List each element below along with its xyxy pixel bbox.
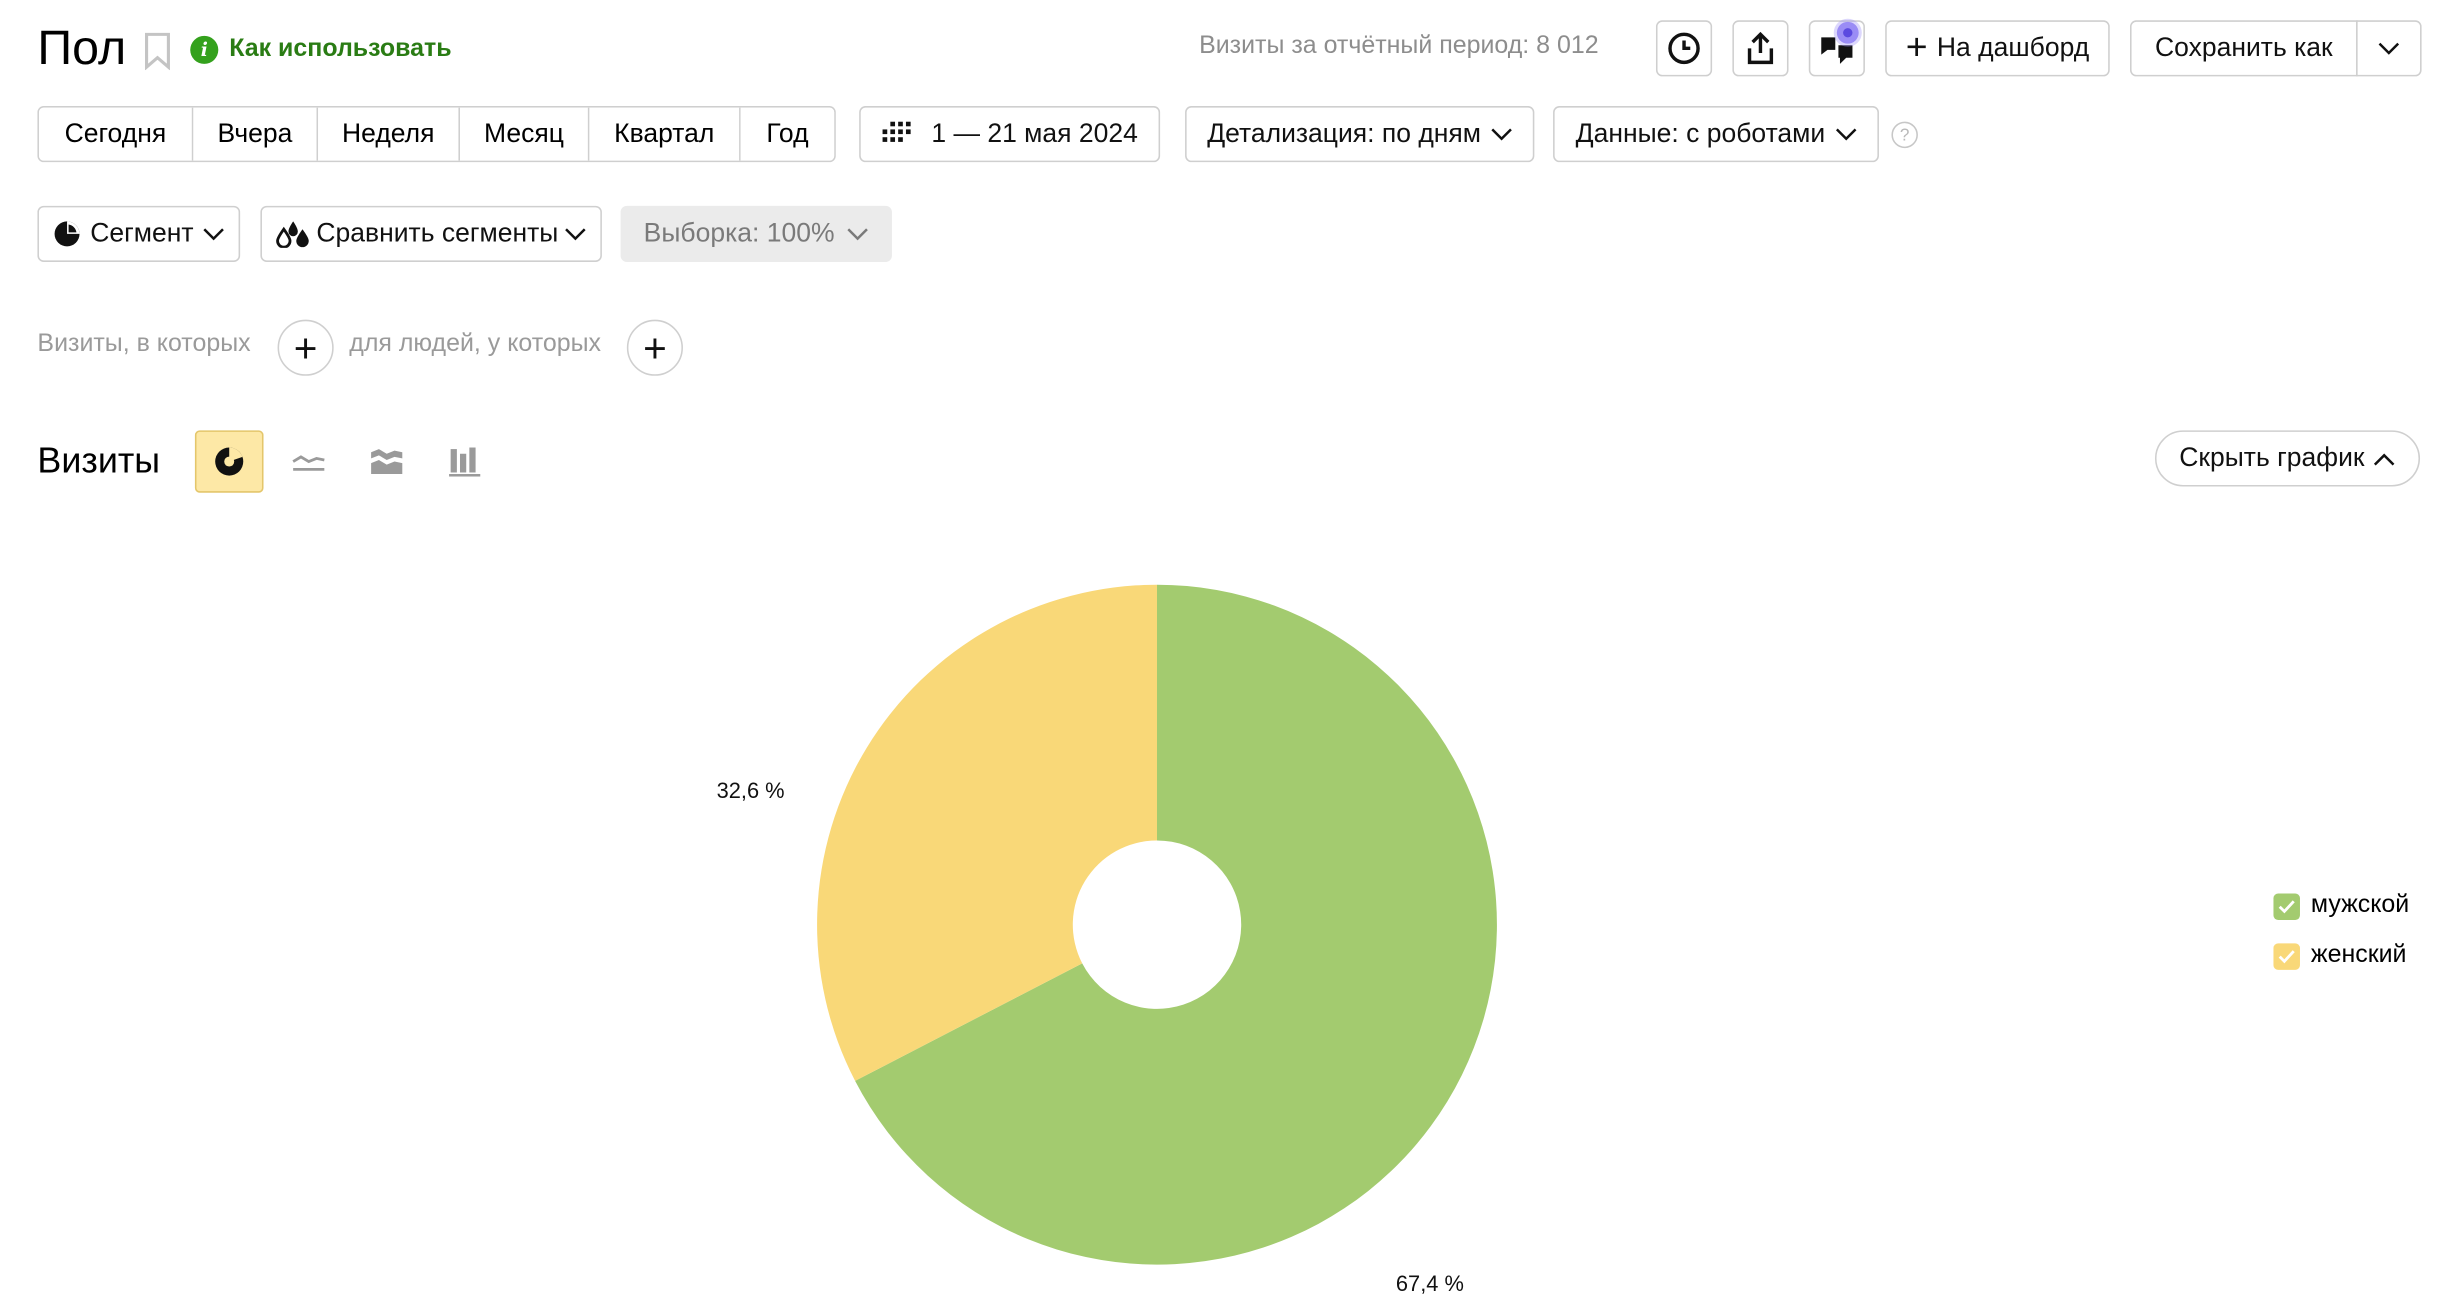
plus-icon: +: [293, 324, 318, 372]
legend-item-male[interactable]: мужской: [2273, 889, 2409, 923]
bar-chart-icon: [449, 447, 481, 477]
hide-chart-button[interactable]: Скрыть график: [2154, 430, 2421, 487]
plus-icon: +: [1905, 26, 1928, 69]
checkbox-checked-icon[interactable]: [2273, 942, 2300, 970]
data-mode-dropdown[interactable]: Данные: с роботами: [1553, 106, 1879, 163]
checkbox-checked-icon[interactable]: [2273, 892, 2300, 920]
pie-segment-icon: [54, 221, 80, 247]
sample-dropdown[interactable]: Выборка: 100%: [620, 205, 892, 262]
chart-type-area-button[interactable]: [352, 430, 421, 492]
feedback-button[interactable]: [1808, 20, 1865, 77]
people-filter-label: для людей, у которых: [349, 330, 602, 358]
period-selector: Сегодня Вчера Неделя Месяц Квартал Год: [37, 106, 836, 163]
legend-item-female[interactable]: женский: [2273, 939, 2409, 973]
pie-chart: 67,4 % 32,6 %: [0, 515, 2442, 1300]
pie-chart-svg: 67,4 % 32,6 %: [717, 584, 1497, 1296]
date-range-label: 1 — 21 мая 2024: [931, 118, 1138, 149]
add-visit-condition-button[interactable]: +: [277, 319, 334, 376]
feedback-icon: [1821, 37, 1853, 64]
detail-label: Детализация: по дням: [1207, 118, 1482, 149]
save-as-button[interactable]: Сохранить как: [2130, 20, 2358, 77]
slice-label-female: 32,6 %: [717, 778, 785, 803]
pie-slice-female[interactable]: [817, 584, 1158, 1081]
chevron-down-icon: [847, 227, 869, 240]
chart-type-pie-button[interactable]: [194, 430, 264, 493]
section-title: Визиты: [37, 439, 161, 481]
period-today[interactable]: Сегодня: [38, 107, 194, 161]
hide-chart-label: Скрыть график: [2179, 442, 2365, 473]
chevron-up-icon: [2374, 452, 2396, 465]
period-quarter[interactable]: Квартал: [589, 107, 741, 161]
page-title: Пол: [37, 20, 127, 75]
chevron-down-icon: [203, 227, 225, 240]
how-to-use-label: Как использовать: [229, 35, 452, 63]
compare-segments-label: Сравнить сегменты: [316, 218, 559, 248]
sample-label: Выборка: 100%: [643, 218, 835, 248]
bookmark-icon[interactable]: [143, 32, 171, 71]
chevron-down-icon: [1491, 127, 1512, 140]
legend-label: женский: [2310, 941, 2407, 969]
chevron-down-icon: [1835, 127, 1856, 140]
period-yesterday[interactable]: Вчера: [193, 107, 319, 161]
plus-icon: +: [643, 324, 667, 372]
save-as-label: Сохранить как: [2155, 32, 2333, 63]
chart-legend: мужской женский: [2273, 889, 2409, 989]
period-week[interactable]: Неделя: [318, 107, 460, 161]
save-as-dropdown[interactable]: [2356, 20, 2422, 77]
period-year[interactable]: Год: [740, 107, 835, 161]
period-month[interactable]: Месяц: [459, 107, 590, 161]
history-button[interactable]: [1655, 20, 1713, 77]
date-range-button[interactable]: 1 — 21 мая 2024: [859, 106, 1161, 163]
area-chart-icon: [371, 449, 403, 475]
info-icon: i: [190, 35, 219, 64]
compare-segments-dropdown[interactable]: Сравнить сегменты: [260, 205, 602, 262]
legend-label: мужской: [2310, 891, 2410, 919]
chart-type-bar-button[interactable]: [430, 430, 499, 492]
notification-dot: [1836, 21, 1859, 44]
data-mode-label: Данные: с роботами: [1575, 118, 1826, 149]
slice-label-male: 67,4 %: [1396, 1271, 1464, 1296]
to-dashboard-label: На дашборд: [1936, 32, 2090, 63]
help-icon[interactable]: ?: [1891, 121, 1918, 149]
visits-filter-label: Визиты, в которых: [37, 330, 251, 358]
export-button[interactable]: [1732, 20, 1789, 77]
pie-chart-icon: [215, 447, 244, 476]
how-to-use-link[interactable]: i Как использовать: [190, 34, 452, 65]
segment-label: Сегмент: [90, 218, 194, 248]
pie-slice-male[interactable]: [855, 584, 1497, 1265]
clock-icon: [1668, 32, 1700, 65]
chevron-down-icon: [2378, 41, 2400, 55]
calendar-icon: [883, 121, 912, 142]
visits-total: Визиты за отчётный период: 8 012: [1199, 32, 1599, 60]
chevron-down-icon: [565, 227, 586, 240]
segment-dropdown[interactable]: Сегмент: [37, 205, 241, 262]
detail-dropdown[interactable]: Детализация: по дням: [1185, 106, 1535, 163]
add-people-condition-button[interactable]: +: [626, 319, 683, 376]
to-dashboard-button[interactable]: + На дашборд: [1885, 20, 2110, 77]
drops-icon: [276, 221, 309, 248]
share-icon: [1747, 31, 1774, 65]
chart-type-line-button[interactable]: [274, 430, 343, 492]
line-chart-icon: [292, 455, 325, 471]
